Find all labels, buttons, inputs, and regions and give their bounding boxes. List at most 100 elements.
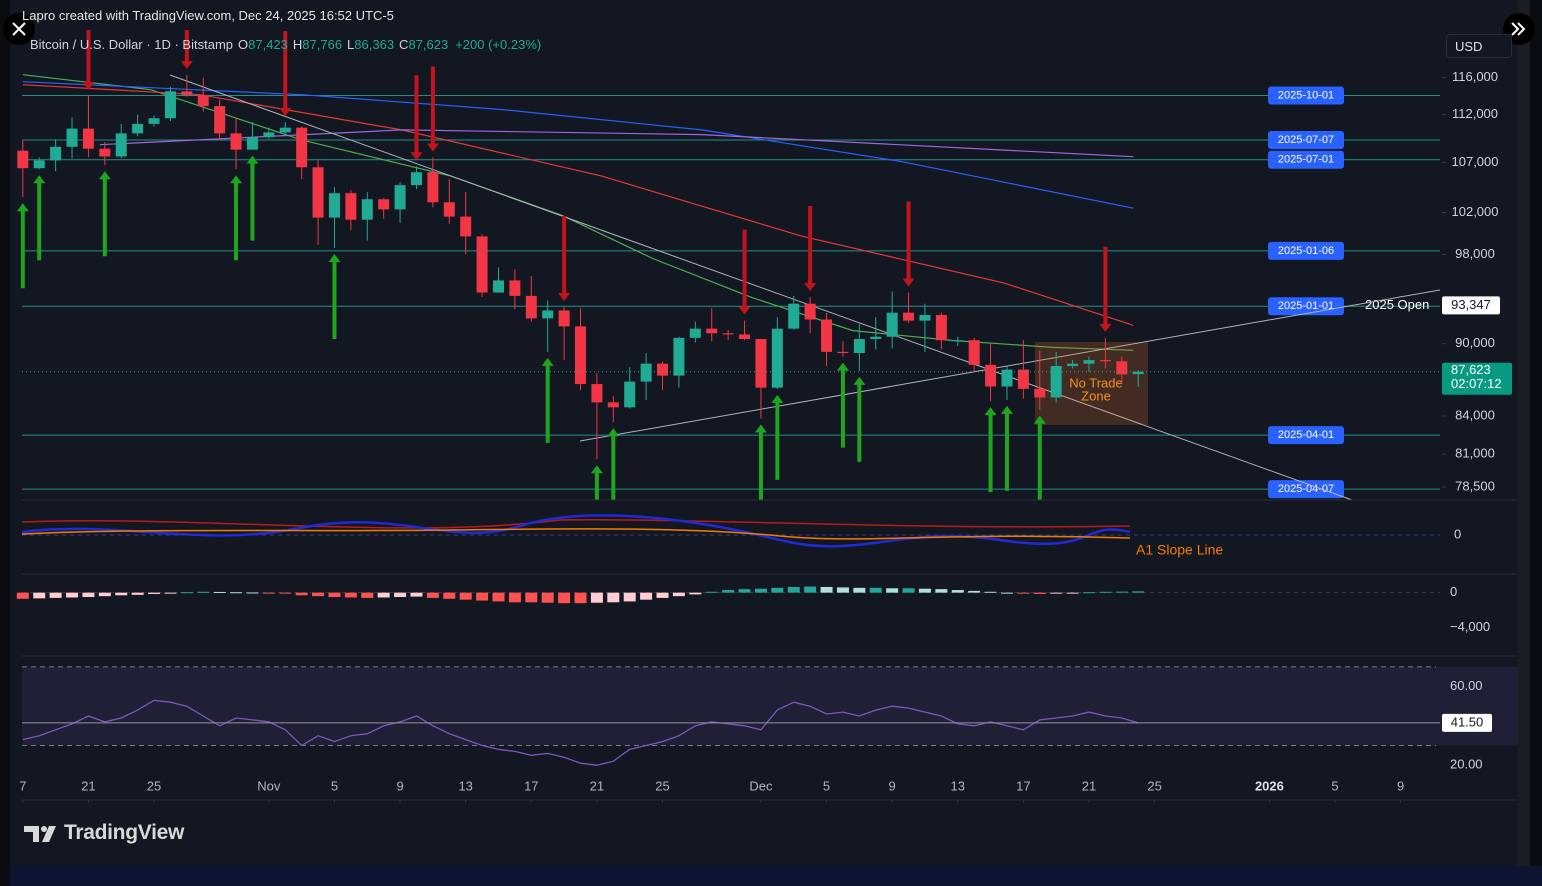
histogram-bar <box>82 592 95 598</box>
candle-body <box>788 303 800 329</box>
histogram-bar <box>148 592 161 594</box>
sell-signal <box>738 229 751 315</box>
histogram-bar <box>476 592 489 601</box>
close-button[interactable] <box>3 13 35 45</box>
buy-signal <box>853 376 866 462</box>
currency-button[interactable]: USD <box>1446 34 1512 58</box>
trend-line <box>579 289 1441 442</box>
candle-body <box>279 127 291 133</box>
sell-signal <box>279 30 292 116</box>
candle-body <box>870 336 882 340</box>
logo: TradingView <box>64 821 185 844</box>
candle-body <box>99 148 111 157</box>
histogram-bar <box>262 592 275 594</box>
x-tick-label: 17 <box>524 778 538 793</box>
x-tick-label: 21 <box>81 778 95 793</box>
histogram-bar <box>738 589 751 593</box>
buy-signal <box>230 175 243 261</box>
histogram-bar <box>246 592 259 594</box>
price-pane: 116,000 112,000 107,000 102,000 98,000 90,000… <box>16 30 1512 501</box>
rsi-value-label: 41.50 <box>1451 714 1484 729</box>
candle-body <box>985 364 997 387</box>
buy-signal <box>16 203 29 289</box>
histogram-bar <box>1066 592 1079 594</box>
buy-signal <box>836 362 849 448</box>
histogram-bar <box>49 592 62 598</box>
y-tick-label: 20.00 <box>1450 757 1483 772</box>
open-level-value: 93,347 <box>1451 297 1491 312</box>
x-tick-label: 25 <box>655 778 669 793</box>
oscillator-band <box>21 519 1131 529</box>
x-tick-label: 13 <box>458 778 472 793</box>
candle-body <box>82 128 94 149</box>
candle-body <box>935 314 947 341</box>
histogram-bar <box>66 592 79 598</box>
y-tick-label: −4,000 <box>1450 619 1490 634</box>
candle-body <box>837 351 849 354</box>
candle-body <box>394 185 406 210</box>
candle-body <box>443 202 455 217</box>
x-tick-label: Nov <box>257 778 281 793</box>
candle-body <box>164 91 176 119</box>
candle-body <box>1083 360 1095 364</box>
histogram-bar <box>787 586 800 593</box>
y-tick-label: 90,000 <box>1455 335 1495 350</box>
x-tick-label: 7 <box>19 778 26 793</box>
histogram-bar <box>607 592 620 603</box>
candle-body <box>591 384 603 403</box>
symbol: Bitcoin / U.S. Dollar · 1D · Bitstamp <box>30 37 233 52</box>
x-tick-label: 9 <box>1397 778 1404 793</box>
ohlc-value: 86,363 <box>354 37 395 52</box>
histogram-bar <box>886 588 899 593</box>
candle-body <box>1001 369 1013 387</box>
histogram-bar <box>1082 592 1095 594</box>
y-tick-label: 0 <box>1450 584 1457 599</box>
candle-body <box>853 339 865 354</box>
histogram-bar <box>951 590 964 593</box>
candle-body <box>263 132 275 138</box>
buy-signal <box>98 171 111 257</box>
y-tick-label: 102,000 <box>1452 204 1499 219</box>
candle-body <box>624 381 636 408</box>
x-tick-label: 17 <box>1016 778 1030 793</box>
histogram-bar <box>820 586 833 593</box>
histogram-bar <box>459 592 472 600</box>
level-badge <box>1268 131 1344 150</box>
moving-average <box>22 84 1134 326</box>
histogram-bar <box>722 590 735 593</box>
moving-average <box>22 81 1134 209</box>
candle-body <box>50 146 62 161</box>
x-tick-label: 9 <box>396 778 403 793</box>
candle-body <box>1017 369 1029 389</box>
candle-body <box>542 310 554 319</box>
sell-signal <box>1099 246 1112 332</box>
candle-body <box>771 328 783 388</box>
sell-signal <box>82 30 95 90</box>
histogram-bar <box>131 592 144 595</box>
level-badge <box>1268 426 1344 445</box>
level-label: 2025-04-07 <box>1278 483 1334 495</box>
histogram-bar <box>558 592 571 604</box>
ohlc-key: O <box>238 37 249 52</box>
sell-signal <box>558 216 571 302</box>
candle-body <box>722 333 734 335</box>
level-label: 2025-07-01 <box>1278 154 1334 166</box>
x-tick-label: 2026 <box>1255 778 1284 793</box>
candle-body <box>246 137 258 150</box>
level-label: 2025-07-07 <box>1278 134 1334 146</box>
candle-body <box>214 106 226 134</box>
level-badge <box>1268 86 1344 105</box>
candle-body <box>427 172 439 203</box>
histogram-bar <box>1017 592 1030 594</box>
candle-body <box>132 123 144 134</box>
y-tick-label: 112,000 <box>1452 106 1498 121</box>
ohlc-key: C <box>399 37 409 52</box>
level-label: 2025-04-01 <box>1278 429 1334 441</box>
y-tick-label: 107,000 <box>1452 154 1499 169</box>
sell-signal <box>426 66 439 152</box>
candle-body <box>345 193 357 220</box>
x-tick-label: Dec <box>749 778 773 793</box>
candle-body <box>968 340 980 365</box>
histogram-bar <box>902 588 915 593</box>
candle-body <box>689 328 701 338</box>
